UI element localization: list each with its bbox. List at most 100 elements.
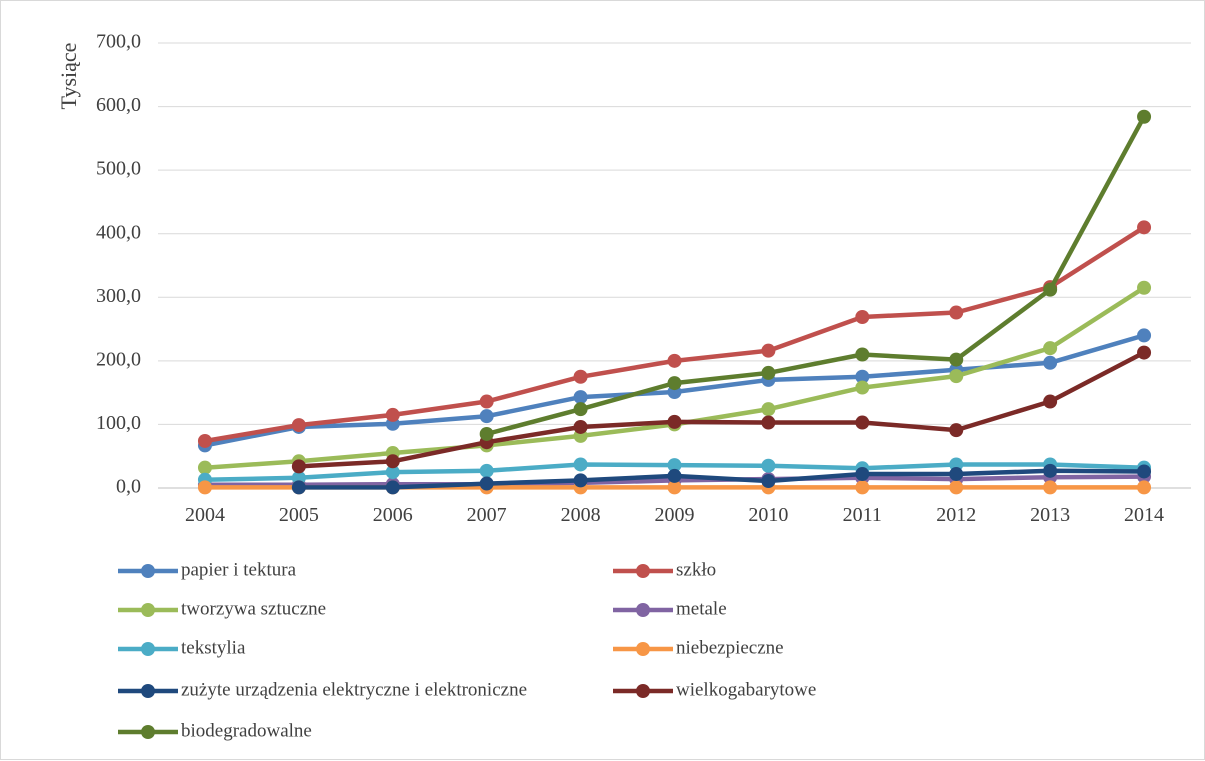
- legend-item: metale: [613, 598, 727, 619]
- data-point: [949, 352, 964, 367]
- y-tick-label: 300,0: [96, 285, 141, 307]
- series-8: [479, 109, 1152, 441]
- data-point: [1137, 345, 1152, 360]
- data-point: [1043, 282, 1058, 297]
- data-point: [855, 480, 870, 495]
- y-axis-ticks: 0,0 100,0 200,0 300,0 400,0 500,0 600,0 700,0: [96, 31, 141, 498]
- data-point: [1043, 480, 1058, 495]
- data-point: [761, 365, 776, 380]
- data-point: [1137, 464, 1152, 479]
- legend-label: metale: [676, 598, 727, 619]
- legend-item: papier i tektura: [118, 559, 297, 580]
- data-point: [1137, 109, 1152, 124]
- x-tick-label: 2010: [748, 504, 788, 526]
- y-tick-label: 500,0: [96, 158, 141, 180]
- legend-swatch-marker: [636, 564, 650, 578]
- data-point: [855, 309, 870, 324]
- legend-swatch-marker: [141, 642, 155, 656]
- series-6: [291, 463, 1152, 495]
- series-7: [291, 345, 1152, 474]
- series-line: [484, 114, 1147, 437]
- data-point: [761, 415, 776, 430]
- data-point: [479, 426, 494, 441]
- data-point: [573, 369, 588, 384]
- x-tick-label: 2013: [1030, 504, 1070, 526]
- data-point: [761, 474, 776, 489]
- legend-swatch-marker: [636, 642, 650, 656]
- data-point: [667, 353, 682, 368]
- legend-swatch-marker: [141, 564, 155, 578]
- data-point: [949, 305, 964, 320]
- x-tick-label: 2006: [373, 504, 413, 526]
- legend: papier i tektura szkło tworzywa sztuczne me…: [118, 559, 816, 741]
- data-point: [197, 480, 212, 495]
- x-tick-label: 2011: [843, 504, 882, 526]
- data-point: [667, 458, 682, 473]
- legend-swatch-marker: [636, 603, 650, 617]
- x-tick-label: 2009: [655, 504, 695, 526]
- legend-swatch-marker: [141, 725, 155, 739]
- x-tick-label: 2008: [561, 504, 601, 526]
- data-point: [1043, 355, 1058, 370]
- data-point: [573, 457, 588, 472]
- data-point: [291, 418, 306, 433]
- data-point: [949, 467, 964, 482]
- y-axis-label: Tysiące: [56, 43, 81, 110]
- legend-label: wielkogabarytowe: [676, 679, 816, 700]
- data-point: [1137, 280, 1152, 295]
- legend-swatch-marker: [636, 684, 650, 698]
- data-point: [667, 414, 682, 429]
- data-point: [385, 465, 400, 480]
- y-tick-label: 100,0: [96, 412, 141, 434]
- data-point: [949, 369, 964, 384]
- data-point: [761, 343, 776, 358]
- legend-item: tworzywa sztuczne: [118, 598, 326, 619]
- data-point: [1137, 480, 1152, 495]
- data-point: [291, 459, 306, 474]
- legend-label: niebezpieczne: [676, 637, 784, 658]
- legend-label: tekstylia: [181, 637, 246, 658]
- data-point: [1137, 220, 1152, 235]
- legend-item: niebezpieczne: [613, 637, 784, 658]
- data-point: [667, 376, 682, 391]
- data-point: [573, 419, 588, 434]
- data-point: [855, 347, 870, 362]
- data-point: [479, 463, 494, 478]
- legend-item: wielkogabarytowe: [613, 679, 816, 700]
- data-point: [291, 480, 306, 495]
- data-point: [855, 467, 870, 482]
- legend-swatch-marker: [141, 684, 155, 698]
- data-point: [1043, 341, 1058, 356]
- data-point: [949, 480, 964, 495]
- data-point: [479, 394, 494, 409]
- y-tick-label: 400,0: [96, 221, 141, 243]
- x-tick-label: 2005: [279, 504, 319, 526]
- legend-item: tekstylia: [118, 637, 246, 658]
- y-tick-label: 700,0: [96, 31, 141, 53]
- data-point: [855, 415, 870, 430]
- legend-label: tworzywa sztuczne: [181, 598, 326, 619]
- data-point: [385, 480, 400, 495]
- y-tick-label: 600,0: [96, 94, 141, 116]
- data-point: [667, 468, 682, 483]
- legend-label: biodegradowalne: [181, 720, 312, 741]
- data-point: [479, 409, 494, 424]
- legend-swatch-marker: [141, 603, 155, 617]
- legend-label: zużyte urządzenia elektryczne i elektron…: [181, 679, 527, 700]
- series-line: [202, 225, 1147, 444]
- series-line: [296, 350, 1147, 469]
- legend-item: biodegradowalne: [118, 720, 312, 741]
- data-point: [573, 390, 588, 405]
- data-point: [573, 402, 588, 417]
- data-point: [949, 423, 964, 438]
- legend-label: szkło: [676, 559, 716, 580]
- data-point: [197, 460, 212, 475]
- series-line: [296, 468, 1147, 490]
- legend-item: zużyte urządzenia elektryczne i elektron…: [118, 679, 527, 700]
- data-point: [855, 369, 870, 384]
- data-point: [1043, 394, 1058, 409]
- data-point: [385, 454, 400, 469]
- series-lines: [197, 109, 1152, 495]
